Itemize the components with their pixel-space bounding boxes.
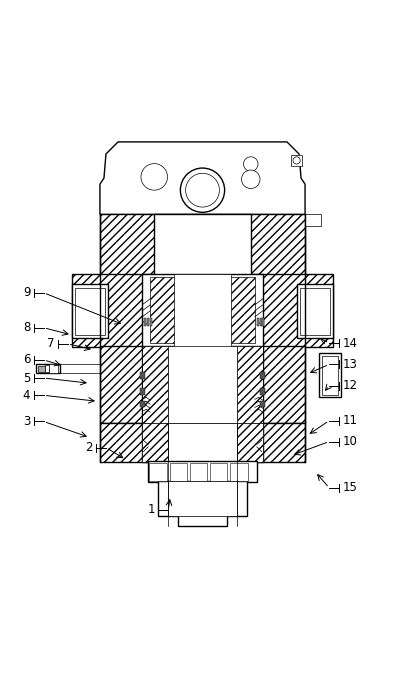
Circle shape — [241, 170, 260, 188]
Text: 14: 14 — [343, 336, 358, 350]
Bar — [260, 388, 265, 395]
Bar — [36, 364, 60, 373]
Text: 7: 7 — [47, 338, 55, 351]
Bar — [322, 357, 339, 395]
Bar — [142, 422, 263, 462]
Text: 10: 10 — [343, 435, 357, 448]
Bar — [260, 401, 265, 407]
Bar — [150, 277, 196, 343]
Bar — [168, 481, 237, 516]
Text: 6: 6 — [23, 353, 30, 366]
Text: 4: 4 — [23, 388, 30, 402]
Bar — [210, 463, 228, 481]
Bar — [305, 214, 321, 226]
Bar — [168, 422, 237, 462]
Bar — [140, 372, 145, 379]
Bar — [75, 287, 105, 335]
Bar — [150, 319, 152, 325]
Polygon shape — [100, 142, 305, 214]
Bar — [260, 372, 265, 379]
Bar — [154, 214, 251, 275]
Bar — [158, 481, 247, 516]
Bar — [262, 319, 264, 325]
Text: 12: 12 — [343, 379, 358, 392]
Bar — [257, 319, 259, 325]
Bar — [72, 274, 333, 347]
Bar — [170, 463, 187, 481]
Bar — [140, 388, 145, 395]
Circle shape — [185, 174, 220, 207]
Bar — [72, 284, 108, 338]
Bar — [237, 422, 263, 462]
Bar — [260, 319, 262, 325]
Bar — [100, 422, 305, 462]
Bar — [142, 422, 168, 462]
Text: 1: 1 — [147, 504, 155, 517]
Bar — [209, 277, 255, 343]
Bar — [45, 365, 49, 372]
Bar — [168, 346, 237, 424]
Circle shape — [141, 163, 168, 190]
Bar — [148, 461, 257, 482]
Bar — [38, 366, 45, 372]
Bar — [291, 155, 302, 166]
Bar — [297, 284, 333, 338]
Bar — [100, 346, 305, 424]
Bar — [142, 346, 263, 424]
Bar — [230, 463, 247, 481]
Text: 3: 3 — [23, 415, 30, 428]
Bar — [140, 401, 145, 407]
Text: 15: 15 — [343, 481, 357, 494]
Bar — [174, 274, 231, 347]
Text: 5: 5 — [23, 372, 30, 384]
Text: 11: 11 — [343, 414, 358, 427]
Bar — [144, 319, 146, 325]
Bar — [319, 353, 341, 397]
Circle shape — [180, 168, 225, 212]
Bar — [190, 463, 207, 481]
Text: 8: 8 — [23, 321, 30, 334]
Bar — [142, 274, 263, 347]
Bar — [300, 287, 330, 335]
Circle shape — [293, 157, 300, 164]
Circle shape — [243, 157, 258, 172]
Bar — [237, 346, 263, 424]
Bar — [149, 463, 167, 481]
Text: 13: 13 — [343, 358, 357, 371]
Bar — [49, 364, 58, 373]
Text: 2: 2 — [85, 441, 93, 454]
Bar — [147, 319, 149, 325]
Bar — [142, 346, 168, 424]
Bar — [100, 214, 305, 275]
Bar — [178, 515, 227, 526]
Text: 9: 9 — [23, 286, 30, 299]
